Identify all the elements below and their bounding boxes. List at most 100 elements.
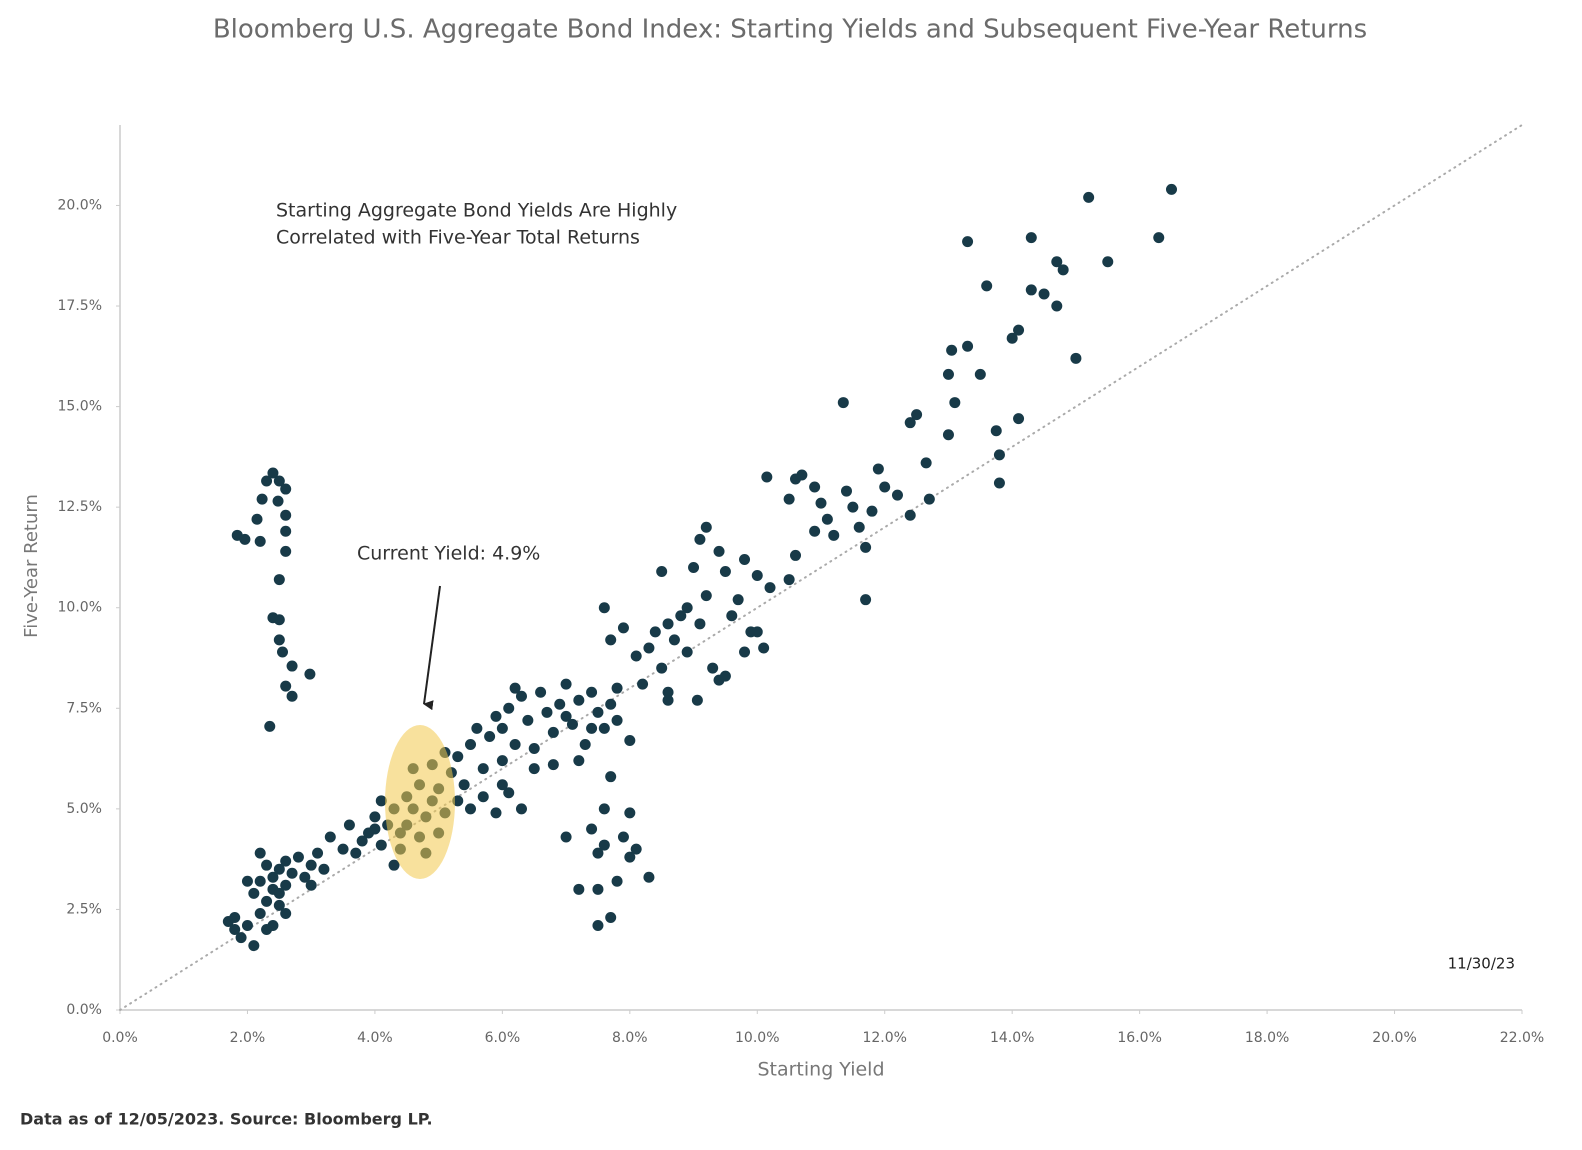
point <box>318 863 330 875</box>
point <box>713 545 725 557</box>
point <box>248 887 260 899</box>
point <box>617 831 629 843</box>
point <box>528 743 540 755</box>
point <box>1166 183 1177 195</box>
point <box>598 602 610 614</box>
point <box>251 513 263 525</box>
point <box>1038 288 1050 300</box>
y-tick-label: 7.5% <box>66 700 102 716</box>
point <box>662 618 674 630</box>
point <box>280 525 292 537</box>
x-tick-label: 4.0% <box>357 1030 393 1046</box>
y-axis-label: Five-Year Return <box>21 494 42 638</box>
point <box>248 940 260 952</box>
point <box>764 582 776 594</box>
point <box>751 626 763 638</box>
point <box>350 847 362 859</box>
point <box>815 497 827 509</box>
point <box>662 686 674 698</box>
point <box>681 602 693 614</box>
callout: Current Yield: 4.9% <box>357 543 540 565</box>
point <box>490 807 502 819</box>
y-tick-label: 5.0% <box>66 801 102 817</box>
plot-area: 0.0% 2.5% 5.0% 7.5% 10.0% 12.5% 15.0% 17.5% 20.0… <box>58 124 1544 1046</box>
point <box>547 759 559 771</box>
point <box>624 807 636 819</box>
point <box>598 722 610 734</box>
point <box>586 823 598 835</box>
identity-line <box>119 124 1523 1011</box>
point <box>694 618 706 630</box>
point <box>920 457 932 469</box>
point <box>592 920 604 932</box>
point <box>229 924 241 936</box>
point <box>273 634 285 646</box>
point <box>229 911 241 923</box>
point <box>235 932 247 944</box>
point <box>586 686 598 698</box>
point <box>490 710 502 722</box>
point <box>611 714 623 726</box>
point <box>566 718 578 730</box>
point <box>656 662 668 674</box>
point <box>643 871 655 883</box>
point <box>809 481 821 493</box>
point <box>280 680 292 692</box>
point <box>1025 284 1037 296</box>
point <box>471 722 483 734</box>
point <box>277 646 289 658</box>
point <box>617 622 629 634</box>
point <box>261 859 273 871</box>
point <box>254 535 266 547</box>
point <box>496 779 508 791</box>
point <box>239 533 251 545</box>
x-tick-label: 6.0% <box>485 1030 521 1046</box>
point <box>962 236 974 248</box>
point <box>573 694 585 706</box>
point <box>872 463 884 475</box>
point <box>458 779 470 791</box>
point <box>496 722 508 734</box>
point <box>312 847 324 859</box>
point <box>273 899 285 911</box>
point <box>656 566 668 578</box>
point <box>452 751 464 763</box>
point <box>668 634 680 646</box>
point <box>241 920 253 932</box>
point <box>256 493 268 505</box>
point <box>732 594 744 606</box>
point <box>847 501 859 513</box>
point <box>280 855 292 867</box>
point <box>477 791 489 803</box>
point <box>649 626 661 638</box>
point <box>796 469 808 481</box>
point <box>273 574 285 586</box>
x-tick-label: 22.0% <box>1500 1030 1544 1046</box>
y-tick-label: 17.5% <box>58 298 102 314</box>
point <box>739 553 751 565</box>
point <box>1153 232 1165 244</box>
point <box>1057 264 1069 276</box>
point <box>579 739 591 750</box>
point <box>637 678 649 690</box>
point <box>962 340 974 352</box>
point <box>337 843 349 855</box>
x-axis-label: Starting Yield <box>757 1059 884 1081</box>
point <box>866 505 878 517</box>
point <box>611 682 623 694</box>
point <box>993 477 1005 489</box>
point <box>560 710 572 722</box>
point <box>700 590 712 602</box>
point <box>751 570 763 582</box>
x-tick-label: 2.0% <box>230 1030 266 1046</box>
point <box>700 521 712 533</box>
point <box>662 694 674 706</box>
point <box>286 660 298 672</box>
point <box>981 280 993 292</box>
point <box>560 678 572 690</box>
point <box>343 819 355 831</box>
point <box>605 911 617 923</box>
point <box>758 642 770 654</box>
point <box>598 839 610 851</box>
y-tick-label: 10.0% <box>58 600 102 616</box>
